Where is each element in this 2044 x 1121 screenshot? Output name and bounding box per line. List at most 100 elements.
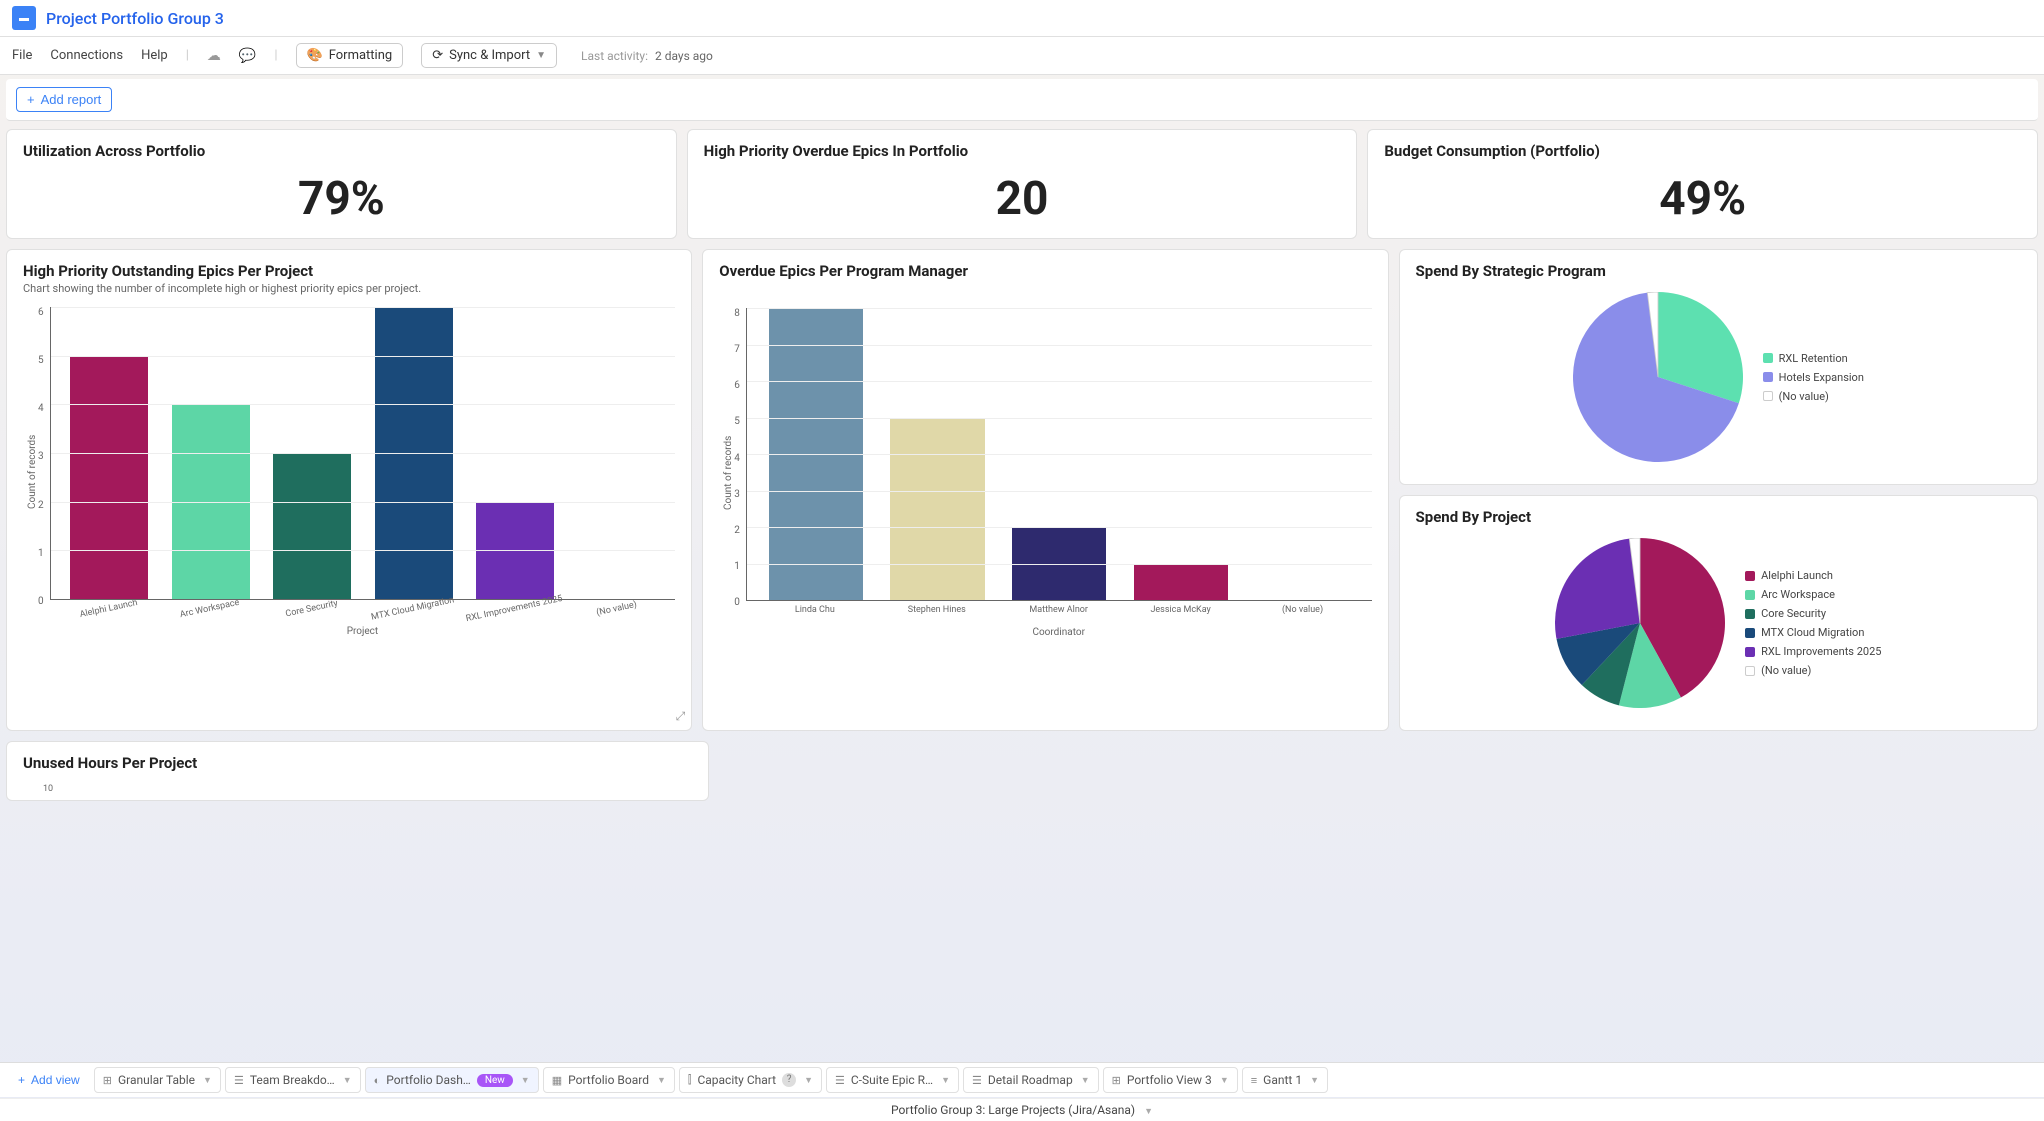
sync-label: Sync & Import xyxy=(449,48,530,63)
legend-item[interactable]: Arc Workspace xyxy=(1745,588,1881,601)
help-icon[interactable]: ? xyxy=(782,1073,796,1087)
expand-icon[interactable]: ⤢ xyxy=(676,709,686,724)
separator: | xyxy=(274,48,277,63)
app-icon xyxy=(12,6,36,30)
legend-item[interactable]: Hotels Expansion xyxy=(1763,371,1864,384)
palette-icon: 🎨 xyxy=(307,48,323,63)
view-tab[interactable]: ☰ C-Suite Epic R… ▼ xyxy=(826,1067,959,1093)
kpi-utilization[interactable]: Utilization Across Portfolio 79% xyxy=(6,129,677,239)
footer-bar[interactable]: Portfolio Group 3: Large Projects (Jira/… xyxy=(0,1098,2044,1121)
roadmap-icon: ☰ xyxy=(234,1074,244,1087)
chevron-down-icon[interactable]: ▼ xyxy=(1081,1075,1090,1086)
table-icon: ⊞ xyxy=(1112,1074,1121,1087)
comment-icon[interactable]: 💬 xyxy=(239,48,256,64)
x-axis-label: Coordinator xyxy=(746,627,1372,638)
right-column: Spend By Strategic Program RXL Retention… xyxy=(1399,249,2038,731)
board-icon: ▦ xyxy=(552,1074,562,1087)
view-tab[interactable]: ⊞Granular Table▼ xyxy=(94,1067,221,1093)
chart-unused-hours[interactable]: Unused Hours Per Project 10 xyxy=(6,741,709,801)
chevron-down-icon[interactable]: ▼ xyxy=(521,1075,530,1086)
chevron-down-icon[interactable]: ▼ xyxy=(941,1075,950,1086)
new-badge: New xyxy=(477,1074,513,1087)
bar-chart: Count of records 876543210 Linda ChuStep… xyxy=(719,308,1371,638)
partial-row: Unused Hours Per Project 10 xyxy=(6,741,2038,801)
roadmap-icon: ☰ xyxy=(835,1074,845,1087)
kpi-value: 79% xyxy=(23,162,660,226)
kpi-budget[interactable]: Budget Consumption (Portfolio) 49% xyxy=(1367,129,2038,239)
chart-spend-by-program[interactable]: Spend By Strategic Program RXL Retention… xyxy=(1399,249,2038,485)
bar[interactable] xyxy=(70,356,148,599)
kpi-value: 20 xyxy=(704,162,1341,226)
legend-item[interactable]: MTX Cloud Migration xyxy=(1745,626,1881,639)
chevron-down-icon[interactable]: ▼ xyxy=(657,1075,666,1086)
legend-item[interactable]: (No value) xyxy=(1745,664,1881,677)
chevron-down-icon[interactable]: ▼ xyxy=(1310,1075,1319,1086)
add-report-label: Add report xyxy=(41,92,102,107)
chevron-down-icon[interactable]: ▼ xyxy=(804,1075,813,1086)
pie-chart xyxy=(1573,292,1743,462)
legend-item[interactable]: Core Security xyxy=(1745,607,1881,620)
view-tab[interactable]: ☰Detail Roadmap▼ xyxy=(963,1067,1099,1093)
chart-overdue-per-manager[interactable]: Overdue Epics Per Program Manager Count … xyxy=(702,249,1388,731)
plot-area xyxy=(50,307,676,600)
kpi-row: Utilization Across Portfolio 79% High Pr… xyxy=(6,129,2038,239)
x-labels: Alelphi LaunchArc WorkspaceCore Security… xyxy=(50,604,676,614)
legend-item[interactable]: Alelphi Launch xyxy=(1745,569,1881,582)
legend-item[interactable]: (No value) xyxy=(1763,390,1864,403)
add-view-label: Add view xyxy=(31,1073,80,1087)
kpi-title: High Priority Overdue Epics In Portfolio xyxy=(704,142,1341,160)
pie-wrap: RXL Retention Hotels Expansion (No value) xyxy=(1416,282,2021,472)
last-activity-value: 2 days ago xyxy=(655,49,713,63)
separator: | xyxy=(186,48,189,63)
pie-slice[interactable] xyxy=(1555,539,1640,639)
tab-label: C-Suite Epic R… xyxy=(851,1073,933,1087)
pie-wrap: Alelphi Launch Arc Workspace Core Security… xyxy=(1416,528,2021,718)
chart-high-priority-epics[interactable]: High Priority Outstanding Epics Per Proj… xyxy=(6,249,692,731)
chart-subtitle: Chart showing the number of incomplete h… xyxy=(23,282,675,295)
legend-item[interactable]: RXL Retention xyxy=(1763,352,1864,365)
chevron-down-icon[interactable]: ▼ xyxy=(203,1075,212,1086)
gantt-icon: ≡ xyxy=(1251,1074,1257,1087)
tab-label: Team Breakdo… xyxy=(250,1073,335,1087)
kpi-value: 49% xyxy=(1384,162,2021,226)
menu-connections[interactable]: Connections xyxy=(50,48,123,63)
bar[interactable] xyxy=(273,453,351,599)
add-report-button[interactable]: + Add report xyxy=(16,87,112,112)
chevron-down-icon[interactable]: ▼ xyxy=(343,1075,352,1086)
sync-import-button[interactable]: ⟳ Sync & Import ▼ xyxy=(421,43,557,68)
plot-area xyxy=(746,308,1372,601)
menu-bar: File Connections Help | ☁ 💬 | 🎨 Formatti… xyxy=(0,37,2044,75)
refresh-icon: ⟳ xyxy=(432,48,443,63)
formatting-button[interactable]: 🎨 Formatting xyxy=(296,43,404,68)
chart-title: Unused Hours Per Project xyxy=(23,754,692,772)
bar[interactable] xyxy=(1134,564,1228,601)
dashboard-icon: ◐ xyxy=(374,1074,381,1087)
view-tab[interactable]: ≡Gantt 1▼ xyxy=(1242,1067,1328,1093)
bar[interactable] xyxy=(890,418,984,601)
add-view-button[interactable]: + Add view xyxy=(8,1067,90,1093)
view-tab[interactable]: ⫿Capacity Chart?▼ xyxy=(679,1067,822,1093)
view-tab[interactable]: ◐Portfolio Dash…New▼ xyxy=(365,1067,539,1093)
chart-title: Spend By Strategic Program xyxy=(1416,262,2021,280)
table-icon: ⊞ xyxy=(103,1074,112,1087)
chevron-down-icon[interactable]: ▼ xyxy=(1220,1075,1229,1086)
chart-spend-by-project[interactable]: Spend By Project Alelphi LaunchArc Works… xyxy=(1399,495,2038,731)
view-tab[interactable]: ▦Portfolio Board▼ xyxy=(543,1067,675,1093)
cloud-icon[interactable]: ☁ xyxy=(207,48,221,64)
last-activity: Last activity: 2 days ago xyxy=(581,49,713,63)
menu-file[interactable]: File xyxy=(12,48,32,63)
view-tab[interactable]: ☰ Team Breakdo… ▼ xyxy=(225,1067,361,1093)
chart-title: Overdue Epics Per Program Manager xyxy=(719,262,1371,280)
dashboard: Utilization Across Portfolio 79% High Pr… xyxy=(0,129,2044,1080)
kpi-overdue[interactable]: High Priority Overdue Epics In Portfolio… xyxy=(687,129,1358,239)
y-ticks: 6543210 xyxy=(38,307,50,607)
view-tab[interactable]: ⊞Portfolio View 3▼ xyxy=(1103,1067,1238,1093)
menu-help[interactable]: Help xyxy=(141,48,168,63)
chart-row: High Priority Outstanding Epics Per Proj… xyxy=(6,249,2038,731)
tab-label: Detail Roadmap xyxy=(988,1073,1073,1087)
kpi-title: Utilization Across Portfolio xyxy=(23,142,660,160)
legend-item[interactable]: RXL Improvements 2025 xyxy=(1745,645,1881,658)
plus-icon: + xyxy=(18,1073,25,1087)
plus-icon: + xyxy=(27,92,35,107)
chart-icon: ⫿ xyxy=(688,1073,692,1087)
